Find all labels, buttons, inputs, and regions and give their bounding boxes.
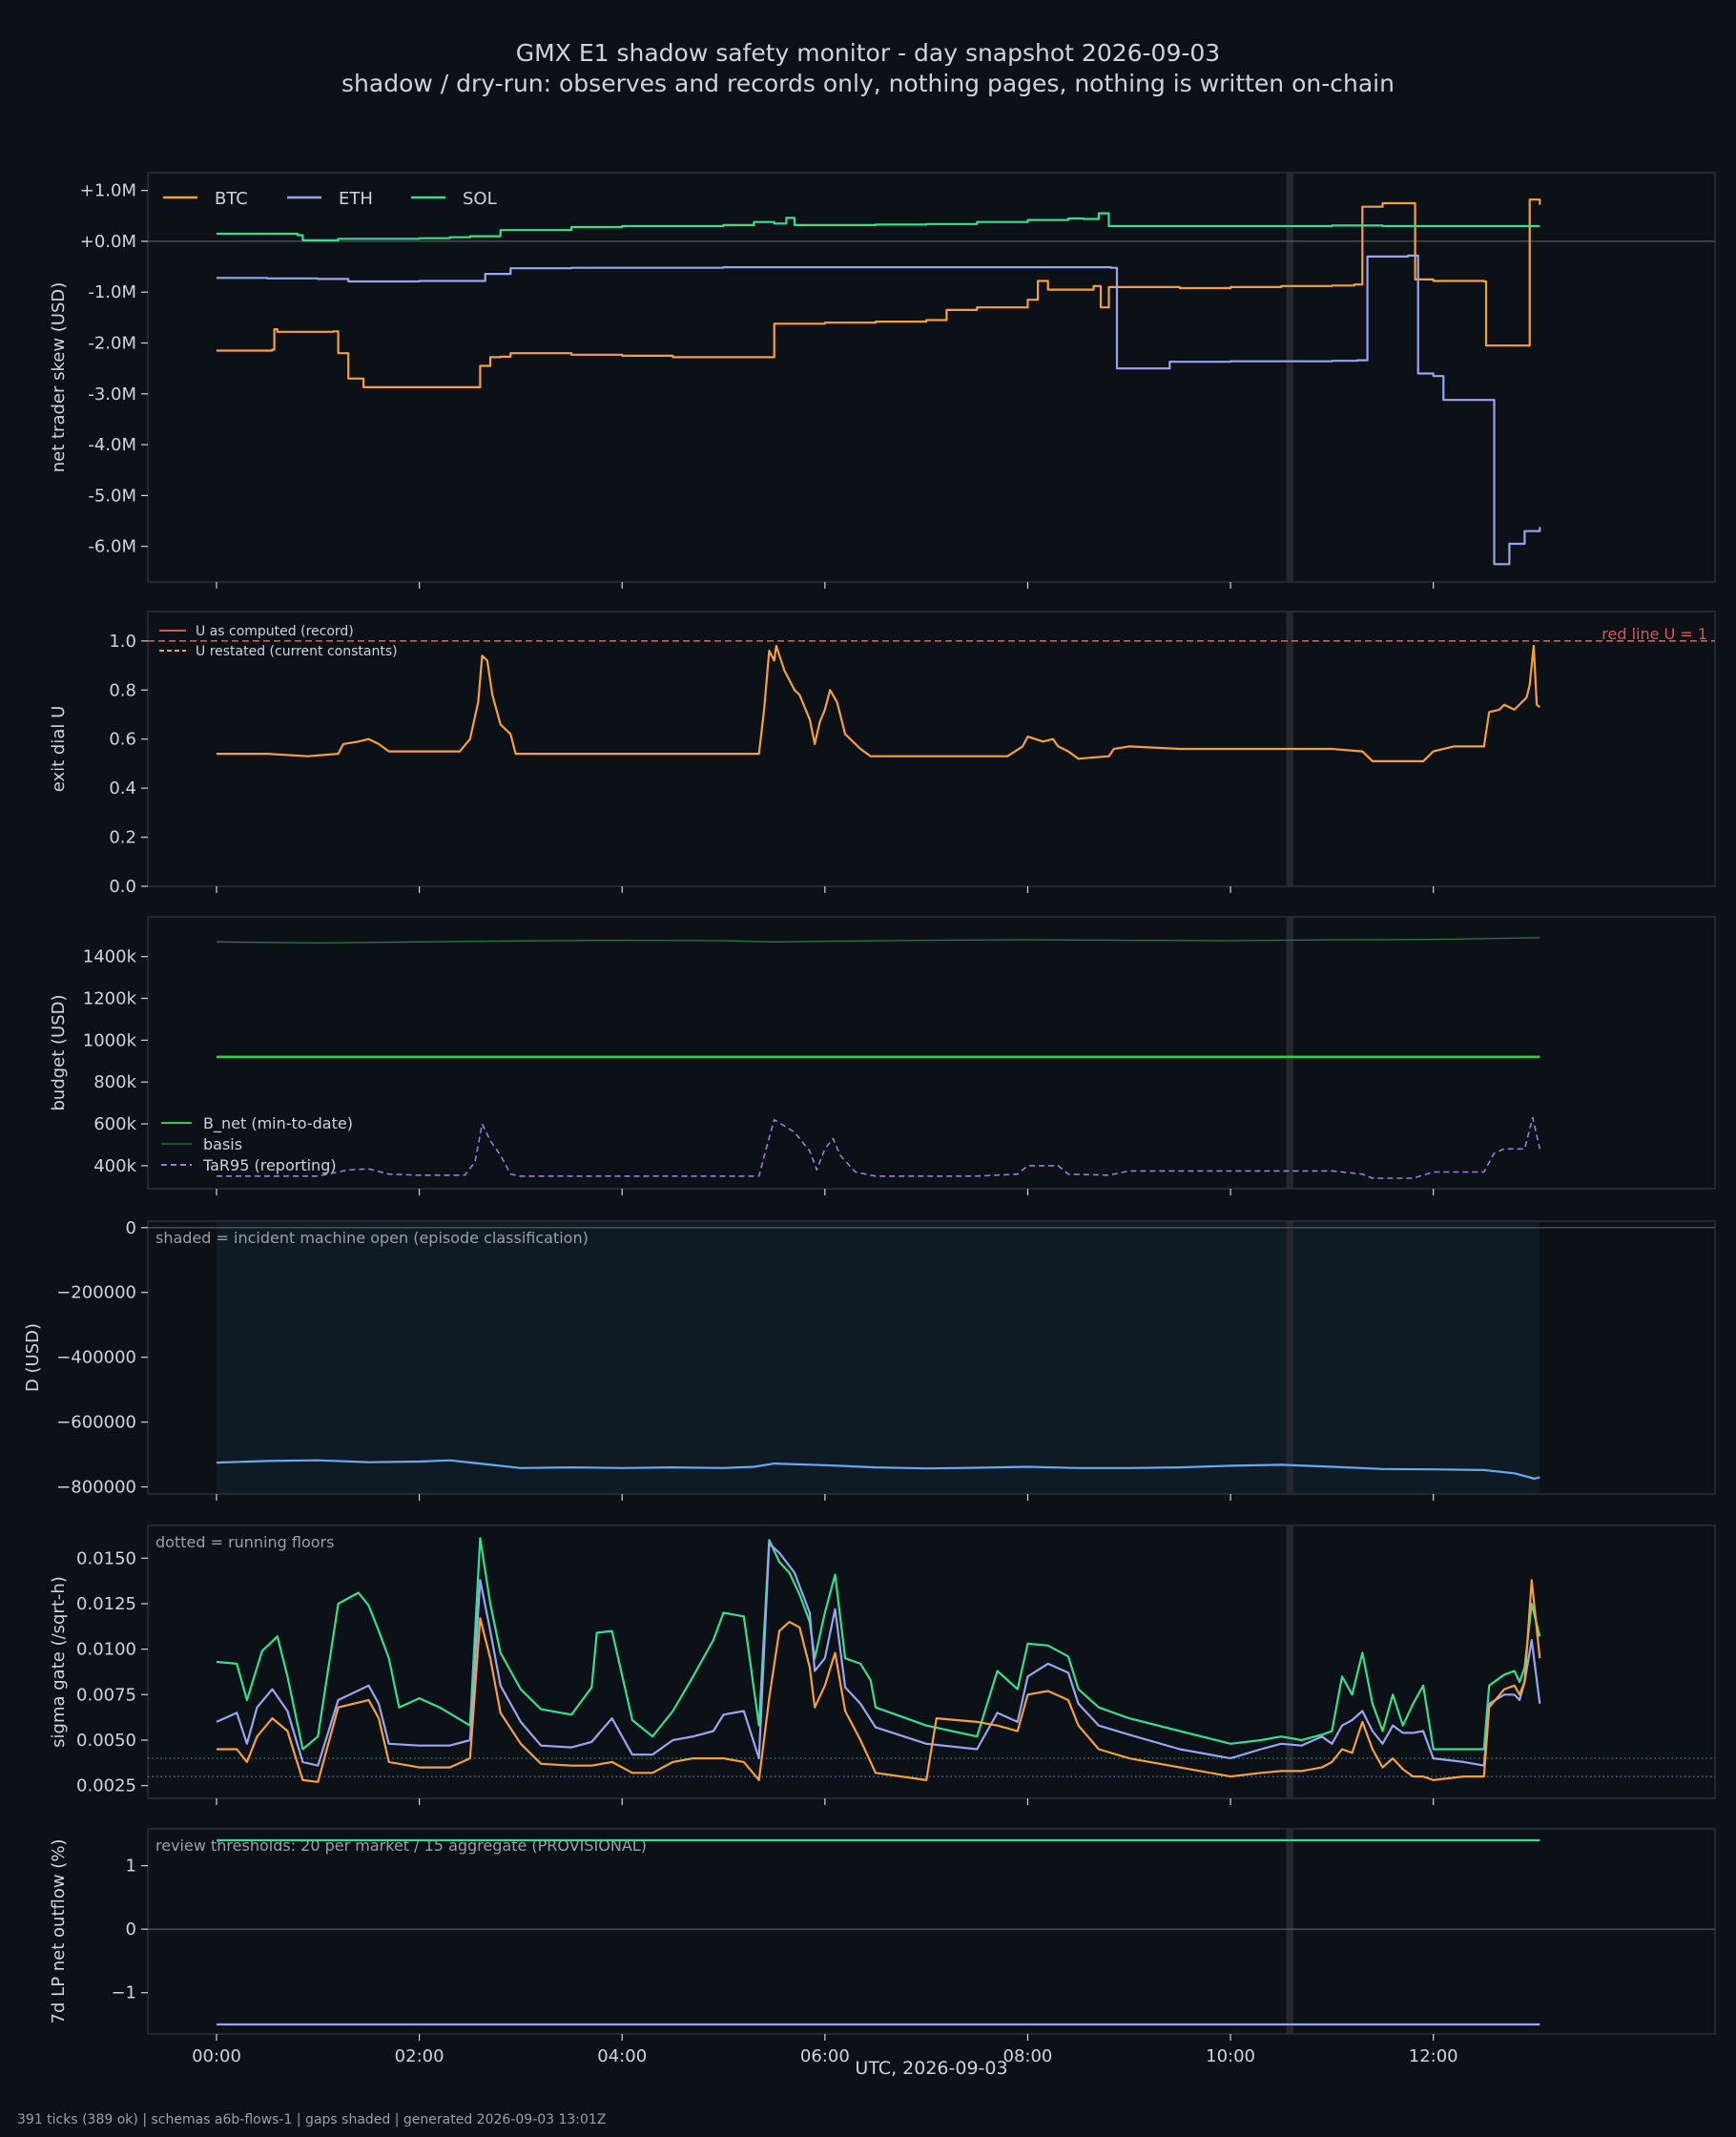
- series-line-sol: [216, 1537, 1541, 1751]
- gap-band: [1286, 1829, 1293, 2034]
- y-tick-label: −1: [111, 1983, 136, 2003]
- y-axis-label: net trader skew (USD): [49, 282, 69, 473]
- y-tick-label: +1.0M: [80, 181, 136, 201]
- y-tick-label: −600000: [56, 1413, 136, 1433]
- incident-shade: [217, 1221, 1540, 1494]
- y-tick-label: 0.0: [109, 877, 136, 897]
- x-tick-label: 08:00: [1003, 2046, 1053, 2066]
- x-tick-label: 02:00: [395, 2046, 444, 2066]
- y-tick-label: -5.0M: [88, 486, 136, 506]
- y-tick-label: 800k: [93, 1072, 136, 1092]
- y-tick-label: 1: [126, 1857, 136, 1877]
- legend-label: TaR95 (reporting): [202, 1156, 337, 1174]
- panel-frame: [147, 916, 1716, 1190]
- panel-frame: [147, 611, 1716, 887]
- y-tick-label: 1.0: [109, 632, 136, 652]
- y-tick-label: 0.0050: [76, 1731, 136, 1751]
- x-tick-label: 10:00: [1206, 2046, 1255, 2066]
- panel-skew: +1.0M +0.0M -1.0M -2.0M -3.0M -4.0M -5.0M -6.0M…: [49, 172, 1716, 589]
- y-tick-label: -1.0M: [88, 282, 136, 302]
- y-tick-label: 0: [126, 1919, 136, 1940]
- panel-lp_outflow: 1 0 −1 7d LP net outflow (%) review threshol…: [49, 1828, 1716, 2041]
- panel-frame: [147, 1525, 1716, 1799]
- x-tick-label: 12:00: [1409, 2046, 1458, 2066]
- y-tick-label: 0.0075: [76, 1685, 136, 1705]
- series-line-u-as-computed-record-: [217, 644, 1540, 762]
- legend-label: ETH: [339, 189, 373, 209]
- gap-band: [1286, 1221, 1293, 1494]
- series-line-basis: [216, 937, 1540, 944]
- y-tick-label: -6.0M: [88, 537, 136, 557]
- gap-band: [1286, 173, 1293, 582]
- figure-title: GMX E1 shadow safety monitor - day snaps…: [515, 39, 1221, 67]
- legend-label: U restated (current constants): [196, 644, 398, 659]
- y-tick-label: 1200k: [83, 989, 137, 1009]
- y-axis-label: 7d LP net outflow (%): [49, 1839, 69, 2024]
- x-tick-label: 00:00: [192, 2046, 241, 2066]
- y-axis-label: budget (USD): [49, 994, 69, 1110]
- y-tick-label: 600k: [93, 1114, 136, 1134]
- series-line-btc: [217, 1579, 1541, 1783]
- legend-label: basis: [203, 1135, 242, 1153]
- y-tick-label: 0.0025: [76, 1776, 136, 1796]
- panel-frame: [147, 172, 1716, 583]
- panel-annotation: shaded = incident machine open (episode …: [155, 1229, 589, 1247]
- y-axis-label: sigma gate (/sqrt-h): [49, 1576, 69, 1748]
- x-axis-label: UTC, 2026-09-03: [855, 2058, 1008, 2079]
- y-tick-label: 1400k: [83, 947, 137, 967]
- y-tick-label: 0.0125: [76, 1594, 136, 1614]
- red-line-annotation: red line U = 1: [1602, 625, 1707, 643]
- y-axis-label: D (USD): [23, 1323, 43, 1392]
- series-line-eth: [216, 1543, 1541, 1767]
- y-tick-label: 0.4: [109, 778, 136, 799]
- y-tick-label: −400000: [56, 1348, 136, 1368]
- y-tick-label: +0.0M: [80, 232, 136, 252]
- figure-subtitle: shadow / dry-run: observes and records o…: [341, 70, 1395, 97]
- series-line-eth: [217, 254, 1541, 566]
- panel-annotation: review thresholds: 20 per market / 15 ag…: [155, 1836, 647, 1855]
- panel-frame: [147, 1828, 1716, 2035]
- y-tick-label: 0: [126, 1218, 136, 1238]
- y-tick-label: 0.0150: [76, 1548, 136, 1568]
- y-tick-label: 400k: [93, 1156, 136, 1176]
- series-line-drawdown: [216, 1459, 1540, 1481]
- y-tick-label: 0.8: [109, 680, 136, 700]
- x-tick-label: 04:00: [597, 2046, 647, 2066]
- panel-annotation: dotted = running floors: [155, 1533, 334, 1551]
- legend-label: BTC: [215, 189, 248, 209]
- panel-sigma_gate: 0.0025 0.0050 0.0075 0.0100 0.0125 0.0150 sigm…: [49, 1525, 1716, 1805]
- y-tick-label: 1000k: [83, 1030, 137, 1050]
- series-line-sol: [217, 212, 1540, 241]
- y-tick-label: 0.2: [109, 828, 136, 848]
- series-line-btc: [217, 198, 1541, 388]
- legend-label: U as computed (record): [196, 624, 354, 639]
- panel-drawdown: 0 −200000 −400000 −600000 −800000 D (USD) shad…: [23, 1218, 1716, 1501]
- y-tick-label: −800000: [56, 1478, 136, 1498]
- panel-exit_dial: 0.0 0.2 0.4 0.6 0.8 1.0 exit dial U red line U …: [49, 611, 1716, 897]
- y-axis-label: exit dial U: [49, 706, 69, 793]
- y-tick-label: 0.6: [109, 730, 136, 750]
- footer-text: 391 ticks (389 ok) | schemas a6b-flows-1…: [17, 2112, 607, 2127]
- x-tick-label: 06:00: [800, 2046, 850, 2066]
- y-tick-label: −200000: [56, 1283, 136, 1303]
- legend-label: SOL: [463, 189, 497, 209]
- panel-budget: 400k 600k 800k 1000k 1200k 1400k budget (USD) B…: [49, 916, 1716, 1195]
- y-tick-label: -3.0M: [88, 384, 136, 405]
- y-tick-label: -4.0M: [88, 435, 136, 455]
- gap-band: [1286, 1525, 1293, 1798]
- y-tick-label: -2.0M: [88, 334, 136, 354]
- y-tick-label: 0.0100: [76, 1640, 136, 1660]
- gap-band: [1286, 917, 1293, 1189]
- legend-label: B_net (min-to-date): [203, 1114, 353, 1133]
- series-line-tar95-reporting-: [217, 1116, 1541, 1179]
